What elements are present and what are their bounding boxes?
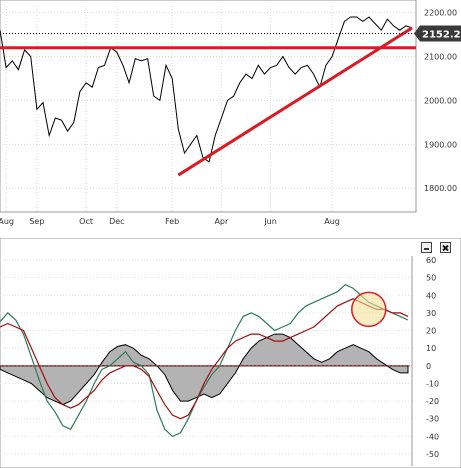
price-x-tick-label: Aug (324, 217, 340, 226)
price-chart: 2200.00 2100.00 2000.00 1900.00 1800.00 Aug S… (0, 0, 461, 226)
trend-line (177, 26, 413, 177)
oscillator-y-tick-label: 0 (426, 362, 431, 371)
price-y-tick-label: 2100.00 (424, 53, 457, 62)
oscillator-y-tick-label: -20 (426, 397, 439, 406)
price-y-tick-label: 2000.00 (424, 96, 457, 105)
oscillator-y-tick-label: -40 (426, 432, 439, 441)
price-line (0, 16, 413, 163)
oscillator-panel-frame (0, 238, 461, 468)
oscillator-chart: 60 50 40 30 20 10 0 -10 -20 -30 -40 -50 (0, 238, 461, 468)
oscillator-y-tick-label: -50 (426, 450, 439, 459)
oscillator-y-tick-label: -30 (426, 415, 439, 424)
price-y-tick-label: 2200.00 (424, 9, 457, 18)
histogram-area (0, 333, 409, 406)
price-x-tick-label: Oct (79, 217, 93, 226)
oscillator-y-tick-label: 20 (426, 327, 436, 336)
last-price-label: 2152.25 (414, 25, 461, 42)
fast-line (0, 283, 409, 438)
price-x-tick-label: Dec (109, 217, 124, 226)
price-x-tick-label: Jun (263, 217, 277, 226)
price-x-tick-label: Feb (165, 217, 179, 226)
highlight-circle (351, 291, 387, 328)
oscillator-y-tick-label: 60 (426, 256, 436, 265)
oscillator-y-tick-label: 50 (426, 274, 436, 283)
close-button[interactable] (440, 242, 451, 253)
oscillator-y-tick-label: 40 (426, 291, 436, 300)
price-y-tick-label: 1900.00 (424, 140, 457, 149)
oscillator-y-tick-label: -10 (426, 379, 439, 388)
minimize-button[interactable] (421, 242, 432, 253)
oscillator-y-tick-label: 30 (426, 309, 436, 318)
price-y-tick-label: 1800.00 (424, 184, 457, 193)
price-chart-plot-area (0, 0, 417, 213)
oscillator-y-tick-label: 10 (426, 344, 436, 353)
price-x-tick-label: Aug (0, 217, 14, 226)
slow-line (0, 298, 409, 420)
price-x-tick-label: Sep (29, 217, 44, 226)
last-price-value: 2152.25 (422, 30, 461, 41)
price-x-tick-label: Apr (214, 217, 229, 226)
